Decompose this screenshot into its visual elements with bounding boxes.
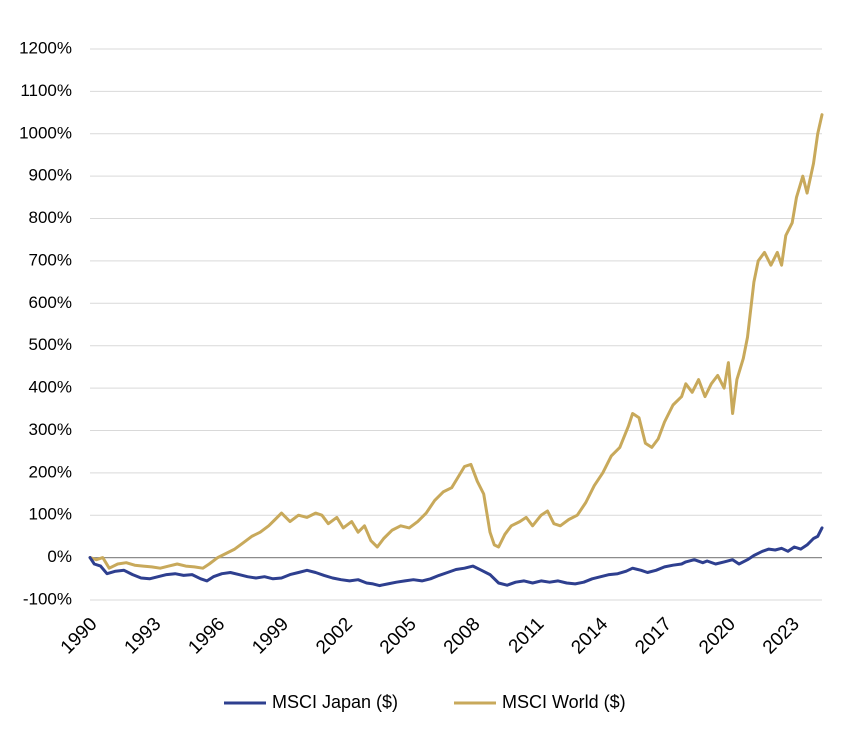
y-tick-label: 800% (29, 208, 72, 227)
x-tick-label: 2008 (440, 614, 485, 659)
y-tick-label: 500% (29, 335, 72, 354)
x-tick-label: 2002 (312, 614, 357, 659)
legend: MSCI Japan ($) MSCI World ($) (224, 692, 626, 712)
x-tick-label: 1999 (248, 614, 293, 659)
y-tick-label: 1000% (19, 123, 72, 142)
legend-label: MSCI Japan ($) (272, 692, 398, 712)
y-tick-label: 1200% (19, 38, 72, 57)
x-tick-label: 2014 (567, 613, 612, 658)
y-tick-label: 600% (29, 293, 72, 312)
y-tick-label: 0% (47, 547, 72, 566)
y-tick-label: 400% (29, 378, 72, 397)
y-tick-label: 200% (29, 462, 72, 481)
y-tick-label: 100% (29, 505, 72, 524)
x-tick-label: 1990 (57, 614, 102, 659)
x-tick-label: 1996 (184, 614, 229, 659)
legend-label: MSCI World ($) (502, 692, 626, 712)
gridlines (90, 48, 822, 601)
y-tick-label: 700% (29, 250, 72, 269)
x-axis-ticks: 1990 1993 1996 1999 2002 2005 2008 2011 2014 2017… (57, 613, 804, 658)
series-lines (88, 113, 824, 588)
x-tick-label: 2005 (376, 614, 421, 659)
y-tick-label: -100% (23, 589, 72, 608)
x-tick-label: 2011 (505, 614, 549, 658)
x-tick-label: 2020 (695, 614, 740, 659)
series-line-msci-world (88, 113, 824, 570)
x-tick-label: 2017 (631, 614, 676, 659)
y-tick-label: 300% (29, 420, 72, 439)
y-axis-ticks: 1200% 1100% 1000% 900% 800% 700% 600% 500% 400% 3… (19, 38, 72, 608)
y-tick-label: 900% (29, 166, 72, 185)
y-tick-label: 1100% (20, 81, 72, 100)
x-tick-label: 1993 (121, 614, 166, 659)
series-line-msci-japan (88, 526, 824, 588)
x-tick-label: 2023 (759, 614, 804, 659)
